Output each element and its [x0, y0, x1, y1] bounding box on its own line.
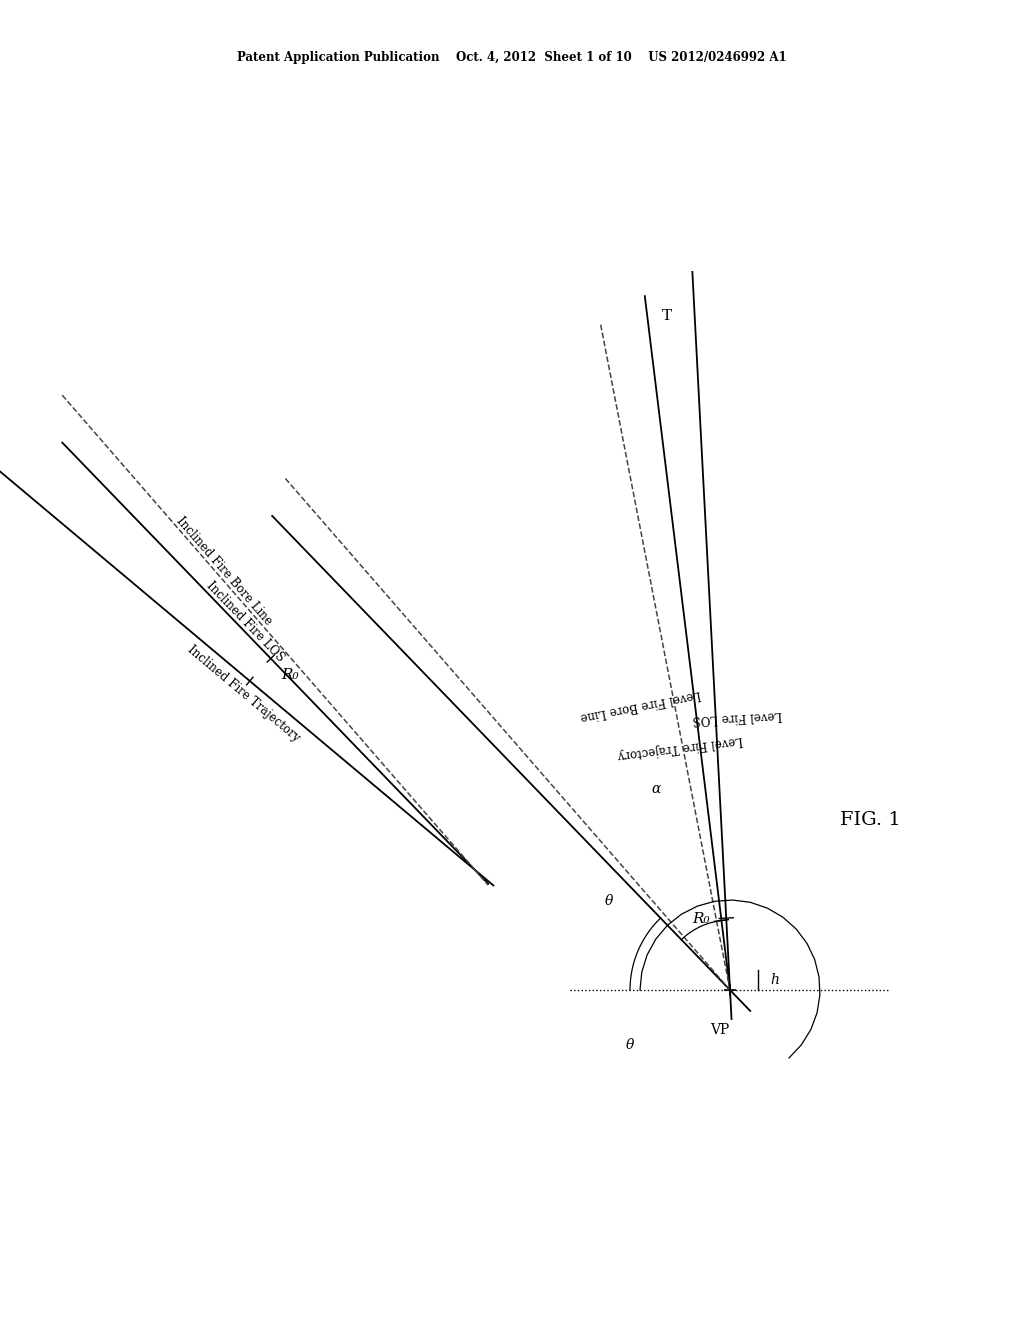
Text: T: T [662, 309, 672, 323]
Text: Inclined Fire LOS: Inclined Fire LOS [204, 578, 287, 664]
Text: Inclined Fire Trajectory: Inclined Fire Trajectory [184, 643, 302, 744]
Text: R₀: R₀ [692, 912, 710, 927]
Text: Level Fire Trajectory: Level Fire Trajectory [616, 733, 743, 760]
Text: Patent Application Publication    Oct. 4, 2012  Sheet 1 of 10    US 2012/0246992: Patent Application Publication Oct. 4, 2… [238, 51, 786, 65]
Text: h: h [771, 973, 779, 987]
Text: Level Fire Bore Line: Level Fire Bore Line [580, 686, 701, 723]
Text: Inclined Fire Bore Line: Inclined Fire Bore Line [174, 515, 274, 627]
Text: R₀: R₀ [282, 668, 299, 681]
Text: θ: θ [605, 894, 613, 908]
Text: θ: θ [626, 1038, 634, 1052]
Text: Level Fire LOS: Level Fire LOS [692, 708, 782, 726]
Text: α: α [651, 781, 660, 796]
Text: FIG. 1: FIG. 1 [840, 810, 900, 829]
Text: VP: VP [711, 1023, 730, 1038]
